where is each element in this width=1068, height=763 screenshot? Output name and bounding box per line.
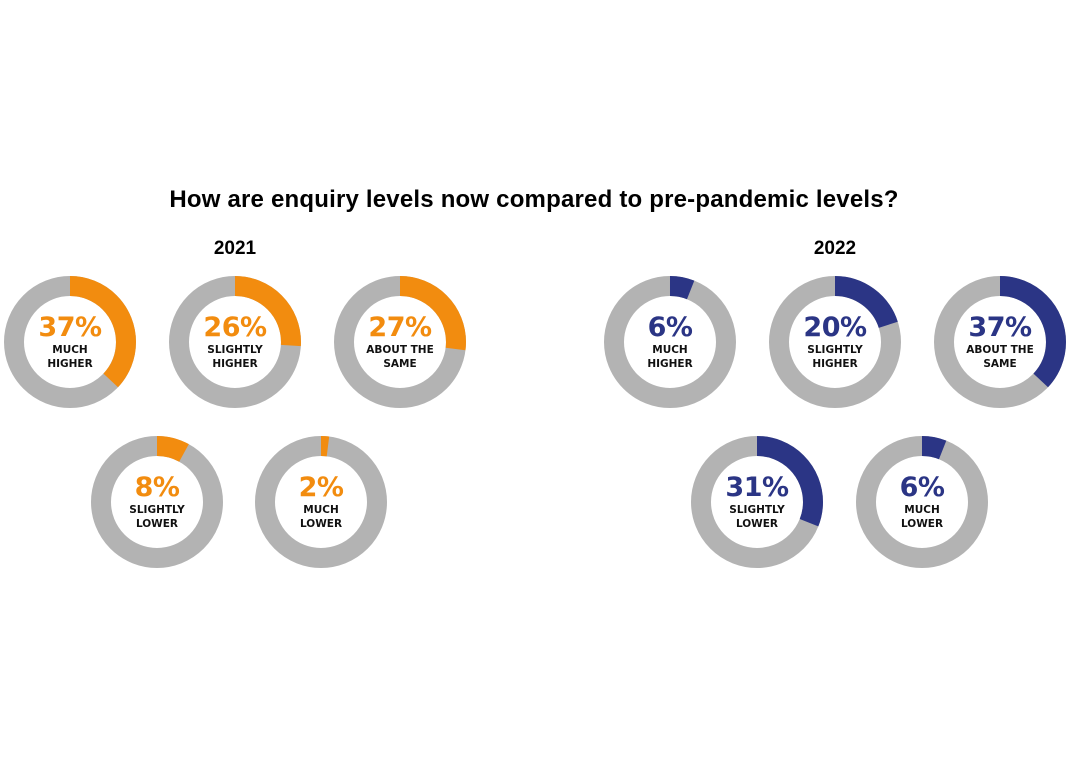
donut-2021-4: 8% SLIGHTLY LOWER <box>91 436 223 568</box>
donut-center: 6% MUCH HIGHER <box>604 276 736 408</box>
donut-2021-3: 27% ABOUT THE SAME <box>334 276 466 408</box>
donut-center: 8% SLIGHTLY LOWER <box>91 436 223 568</box>
donut-category-label: SLIGHTLY LOWER <box>129 503 185 530</box>
donut-2022-4: 31% SLIGHTLY LOWER <box>691 436 823 568</box>
group-title-2022: 2022 <box>813 238 857 259</box>
donut-category-label: MUCH HIGHER <box>47 343 93 370</box>
donut-percent-label: 31% <box>725 471 789 503</box>
donut-category-label: ABOUT THE SAME <box>966 343 1034 370</box>
donut-percent-label: 20% <box>803 311 867 343</box>
donut-ring <box>691 436 823 568</box>
donut-ring <box>4 276 136 408</box>
donut-2022-5: 6% MUCH LOWER <box>856 436 988 568</box>
donut-center: 26% SLIGHTLY HIGHER <box>169 276 301 408</box>
donut-center: 2% MUCH LOWER <box>255 436 387 568</box>
donut-percent-label: 27% <box>368 311 432 343</box>
donut-value-arc <box>334 276 466 408</box>
donut-ring <box>604 276 736 408</box>
donut-center: 6% MUCH LOWER <box>856 436 988 568</box>
donut-percent-label: 37% <box>38 311 102 343</box>
donut-2021-1: 37% MUCH HIGHER <box>4 276 136 408</box>
donut-center: 20% SLIGHTLY HIGHER <box>769 276 901 408</box>
donut-2022-3: 37% ABOUT THE SAME <box>934 276 1066 408</box>
donut-2022-1: 6% MUCH HIGHER <box>604 276 736 408</box>
donut-ring <box>334 276 466 408</box>
donut-2021-2: 26% SLIGHTLY HIGHER <box>169 276 301 408</box>
donut-ring <box>255 436 387 568</box>
donut-category-label: MUCH LOWER <box>900 503 944 530</box>
donut-percent-label: 6% <box>899 471 945 503</box>
donut-value-arc <box>691 436 823 568</box>
donut-ring <box>934 276 1066 408</box>
donut-category-label: MUCH LOWER <box>299 503 343 530</box>
donut-value-arc <box>856 436 988 568</box>
donut-category-label: ABOUT THE SAME <box>366 343 434 370</box>
donut-value-arc <box>934 276 1066 408</box>
donut-ring <box>91 436 223 568</box>
donut-value-arc <box>255 436 387 568</box>
donut-2021-5: 2% MUCH LOWER <box>255 436 387 568</box>
donut-category-label: SLIGHTLY HIGHER <box>807 343 863 370</box>
donut-center: 31% SLIGHTLY LOWER <box>691 436 823 568</box>
donut-category-label: SLIGHTLY HIGHER <box>207 343 263 370</box>
donut-value-arc <box>91 436 223 568</box>
donut-ring <box>856 436 988 568</box>
donut-value-arc <box>769 276 901 408</box>
donut-ring <box>769 276 901 408</box>
donut-ring <box>169 276 301 408</box>
donut-center: 37% MUCH HIGHER <box>4 276 136 408</box>
donut-value-arc <box>604 276 736 408</box>
chart-title: How are enquiry levels now compared to p… <box>169 186 899 213</box>
donut-category-label: SLIGHTLY LOWER <box>729 503 785 530</box>
donut-percent-label: 8% <box>134 471 180 503</box>
donut-center: 27% ABOUT THE SAME <box>334 276 466 408</box>
donut-percent-label: 26% <box>203 311 267 343</box>
donut-value-arc <box>4 276 136 408</box>
donut-percent-label: 37% <box>968 311 1032 343</box>
donut-category-label: MUCH HIGHER <box>647 343 693 370</box>
donut-percent-label: 2% <box>298 471 344 503</box>
donut-2022-2: 20% SLIGHTLY HIGHER <box>769 276 901 408</box>
group-title-2021: 2021 <box>213 238 257 259</box>
donut-value-arc <box>169 276 301 408</box>
donut-percent-label: 6% <box>647 311 693 343</box>
donut-center: 37% ABOUT THE SAME <box>934 276 1066 408</box>
